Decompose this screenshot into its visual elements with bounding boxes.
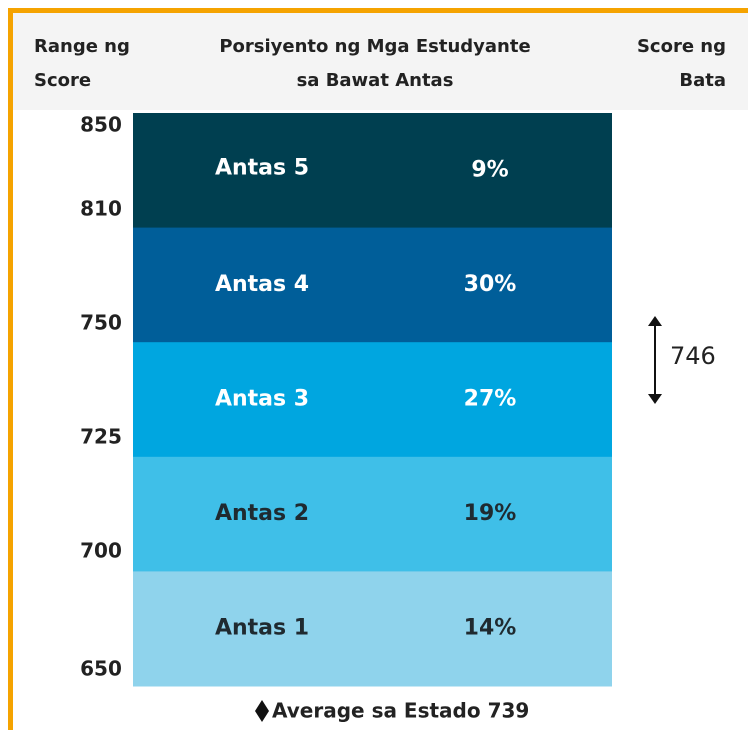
level-name: Antas 1 xyxy=(215,616,309,641)
level-band xyxy=(133,342,612,458)
legend-text: Average sa Estado 739 xyxy=(272,699,529,723)
level-percent: 9% xyxy=(471,157,508,182)
score-label: 810 xyxy=(80,197,122,221)
level-name: Antas 3 xyxy=(215,387,309,412)
legend-marker xyxy=(255,700,269,722)
level-percent: 30% xyxy=(464,272,517,297)
level-name: Antas 4 xyxy=(215,272,309,297)
header-text: Range ng xyxy=(34,36,130,57)
score-label: 650 xyxy=(80,657,122,681)
level-band xyxy=(133,571,612,687)
level-name: Antas 2 xyxy=(215,501,309,526)
level-name: Antas 5 xyxy=(215,155,309,180)
header-text: Porsiyento ng Mga Estudyante xyxy=(219,36,530,57)
header-text: Score ng xyxy=(637,36,726,57)
level-band xyxy=(133,113,612,229)
level-percent: 19% xyxy=(464,501,517,526)
score-label: 850 xyxy=(80,113,122,137)
level-band xyxy=(133,227,612,343)
header-text: Score xyxy=(34,70,91,91)
header-text: sa Bawat Antas xyxy=(297,70,454,91)
score-label: 725 xyxy=(80,425,122,449)
score-label: 700 xyxy=(80,539,122,563)
level-percent: 27% xyxy=(464,387,517,412)
level-band xyxy=(133,456,612,572)
left-border xyxy=(8,8,13,730)
arrow-head xyxy=(648,316,662,326)
child-score: 746 xyxy=(670,342,716,370)
top-border xyxy=(8,8,748,13)
level-percent: 14% xyxy=(464,616,517,641)
header-text: Bata xyxy=(679,70,726,91)
score-label: 750 xyxy=(80,311,122,335)
arrow-head xyxy=(648,394,662,404)
header-bg xyxy=(10,12,748,110)
